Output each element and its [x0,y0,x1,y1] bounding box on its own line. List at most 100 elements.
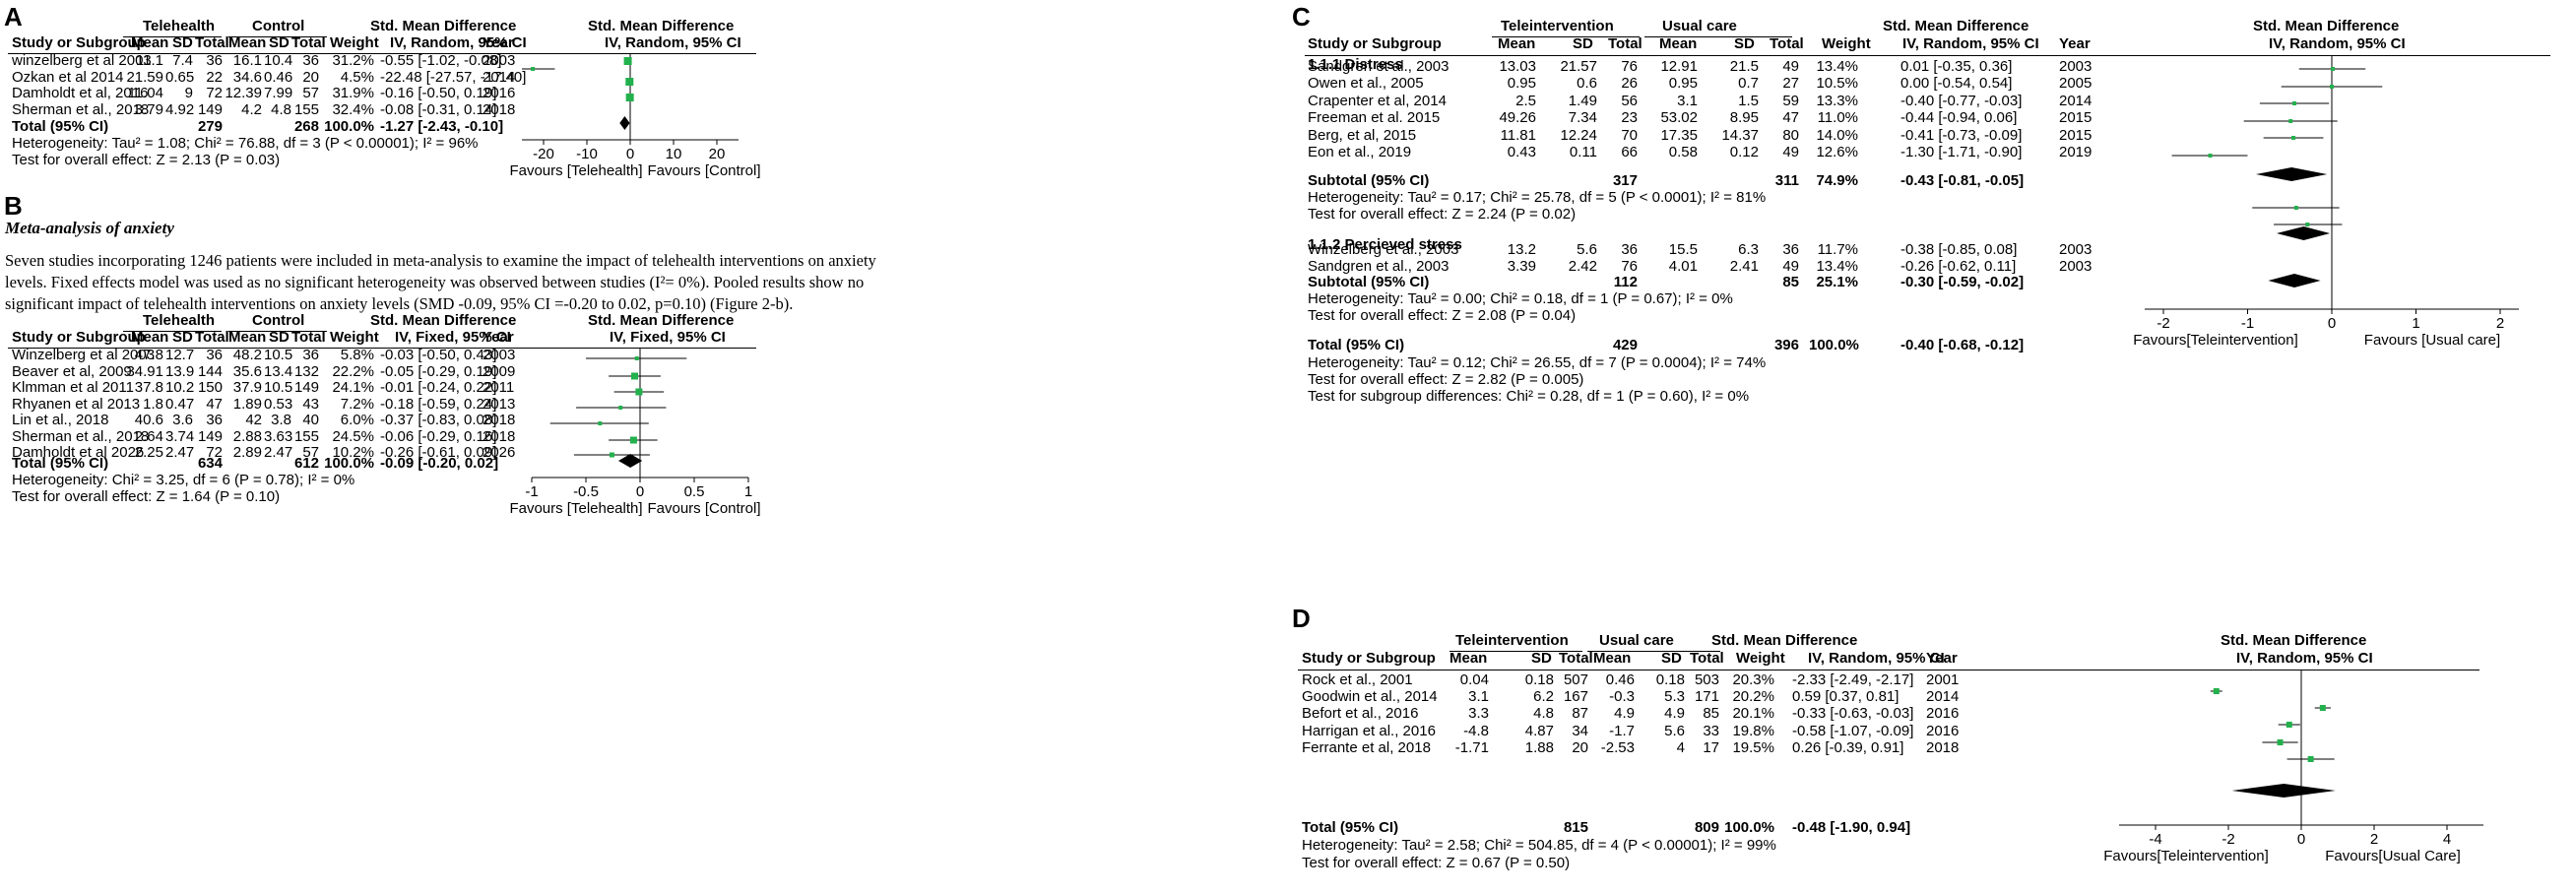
col-sd2: SD [269,34,290,51]
table-cell: 85 [1703,705,1719,723]
col-mean1: Mean [1449,650,1488,667]
group1-header: Teleintervention [1455,632,1569,649]
study-marker [2291,136,2296,140]
table-cell: 21.5 [1729,58,1759,75]
table-cell: 36 [206,412,223,428]
table-cell: 26 [1621,75,1638,93]
table-cell: 57 [302,85,319,101]
col-weight: Weight [330,34,379,51]
table-cell: -0.3 [1609,688,1635,706]
table-cell: 4 [1676,738,1685,756]
favours-right-label: Favours [Usual care] [2364,332,2500,349]
favours-left-label: Favours[Teleintervention] [2103,848,2269,864]
table-cell: 0.95 [1668,75,1698,93]
table-cell: 35.6 [232,362,262,380]
col-total2: Total [1770,35,1804,52]
table-cell: Crapenter et al, 2014 [1308,92,1447,109]
table-cell: -2.53 [1600,738,1635,756]
favours-right-label: Favours [Control] [647,500,760,517]
table-cell: -1.7 [1609,722,1635,739]
heterogeneity-text: Heterogeneity: Tau² = 1.08; Chi² = 76.88… [12,135,479,152]
table-cell: Sherman et al., 2018 [12,427,150,445]
pooled-diamond [2256,167,2328,181]
table-cell: 36 [302,347,319,363]
table-cell: 23 [1621,109,1638,127]
table-cell: 9 [184,85,193,101]
total-label: Total (95% CI) [1308,337,1405,353]
table-cell: 2.25 [134,444,163,461]
col-total1: Total [195,329,229,346]
table-cell: 2.47 [264,444,293,461]
table-cell: Sherman et al., 2018 [12,100,150,118]
axis-tick-label: 0 [2297,831,2305,848]
table-cell: 149 [197,427,223,445]
table-cell: 4.8 [1533,705,1554,723]
study-marker [2213,688,2220,694]
table-cell: 14.37 [1721,126,1759,144]
pooled-diamond [2268,274,2321,287]
table-cell: 37.9 [232,379,262,396]
panel-letter-d: D [1292,604,1311,633]
table-cell: 2005 [2059,75,2093,93]
table-cell: 36 [1782,241,1799,258]
table-cell: 0.46 [264,68,293,86]
subgroup-title-stress: 1.1.2 Percieved stress [1308,236,1462,253]
table-cell: 507 [1563,671,1588,688]
table-cell: -0.58 [-1.07, -0.09] [1792,722,1914,739]
table-cell: 4.5% [340,68,374,86]
table-cell: 503 [1694,671,1719,688]
col-mean2: Mean [228,329,267,346]
plot-subheader: IV, Random, 95% CI [2236,650,2373,667]
table-cell: 3.74 [165,427,195,445]
table-cell: 31.2% [332,52,374,69]
table-cell: 36 [1621,241,1638,258]
table-cell: 3.1 [1468,688,1489,706]
table-cell: 3.39 [1507,257,1536,275]
paragraph-line-1: Seven studies incorporating 1246 patient… [5,251,876,270]
table-cell: -0.06 [-0.29, 0.16] [380,427,497,445]
col-total1: Total [1559,650,1593,667]
col-total2: Total [291,329,326,346]
table-cell: 10.5 [264,379,293,396]
table-cell: 2026 [483,444,516,461]
study-marker [598,421,603,425]
axis-tick-label: 0.5 [684,483,705,500]
study-marker [2288,119,2293,123]
table-cell: 155 [293,100,319,118]
col-ci: IV, Random, 95% CI [1902,35,2039,52]
table-cell: 7.99 [264,85,293,101]
overall-effect-text: Test for overall effect: Z = 1.64 (P = 0… [12,488,281,505]
table-cell: 4.9 [1614,705,1635,723]
table-cell: 2018 [483,100,516,118]
table-cell: 3.63 [264,427,293,445]
table-cell: 1.49 [1568,92,1597,109]
table-cell: 0.59 [0.37, 0.81] [1792,688,1900,706]
table-cell: 2.5 [1515,92,1536,109]
col-total1: Total [195,34,229,51]
col-study: Study or Subgroup [12,34,146,51]
table-cell: -22.48 [-27.57, -17.40] [380,68,527,86]
pooled-diamond [2231,784,2336,798]
table-cell: -4.8 [1463,722,1489,739]
table-cell: 2003 [2059,58,2093,75]
subgroup-overall-effect: Test for overall effect: Z = 2.24 (P = 0… [1308,206,1577,223]
table-cell: 21.57 [1560,58,1597,75]
table-cell: 10.2 [165,379,195,396]
total-t1: 634 [197,455,223,472]
study-marker [2293,206,2298,210]
table-cell: 2003 [483,52,516,69]
table-cell: 12.7 [165,347,195,363]
group1-header: Telehealth [143,312,216,329]
table-cell: Owen et al., 2005 [1308,75,1424,93]
table-cell: 2003 [483,347,516,363]
table-cell: 144 [197,362,223,380]
axis-tick-label: -4 [2149,831,2161,848]
total-t2: 396 [1773,337,1799,353]
table-cell: 0.65 [165,68,195,86]
table-cell: 171 [1694,688,1719,706]
col-mean2: Mean [228,34,267,51]
table-cell: 0.7 [1738,75,1759,93]
table-cell: 0.47 [165,395,195,413]
total-label: Total (95% CI) [12,118,109,135]
axis-tick-label: 20 [709,146,726,162]
